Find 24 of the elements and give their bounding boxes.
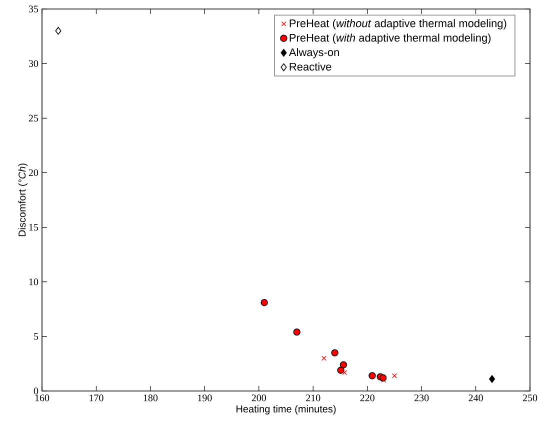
y-tick-label: 15 (29, 224, 38, 231)
x-tick-label: 200 (252, 394, 266, 402)
x-tick-label: 170 (90, 394, 104, 402)
x-axis-title: Heating time (minutes) (236, 405, 336, 414)
x-tick-label: 220 (360, 394, 374, 402)
y-tick-label: 30 (28, 60, 38, 67)
x-tick-label: 160 (35, 394, 50, 402)
x-tick-label: 210 (306, 394, 320, 402)
x-tick-label: 230 (414, 394, 429, 402)
y-tick-label: 5 (34, 333, 38, 340)
x-tick-label: 180 (144, 394, 158, 402)
y-tick-label: 20 (28, 169, 38, 176)
legend-label: PreHeat (without adaptive thermal modeling) (290, 19, 506, 30)
y-tick-label: 0 (34, 388, 38, 394)
y-tick-label: 35 (28, 6, 38, 12)
legend-label: Always-on (288, 48, 339, 58)
y-tick-label: 10 (29, 278, 38, 286)
x-tick-label: 240 (468, 394, 483, 402)
x-tick-label: 250 (522, 394, 538, 402)
y-tick-label: 25 (28, 114, 38, 122)
x-tick-label: 190 (198, 394, 212, 402)
legend-label: PreHeat (with adaptive thermal modeling) (290, 34, 491, 44)
legend-label: Reactive (290, 62, 332, 71)
y-axis-title: Discomfort (°Ch) (18, 164, 28, 236)
